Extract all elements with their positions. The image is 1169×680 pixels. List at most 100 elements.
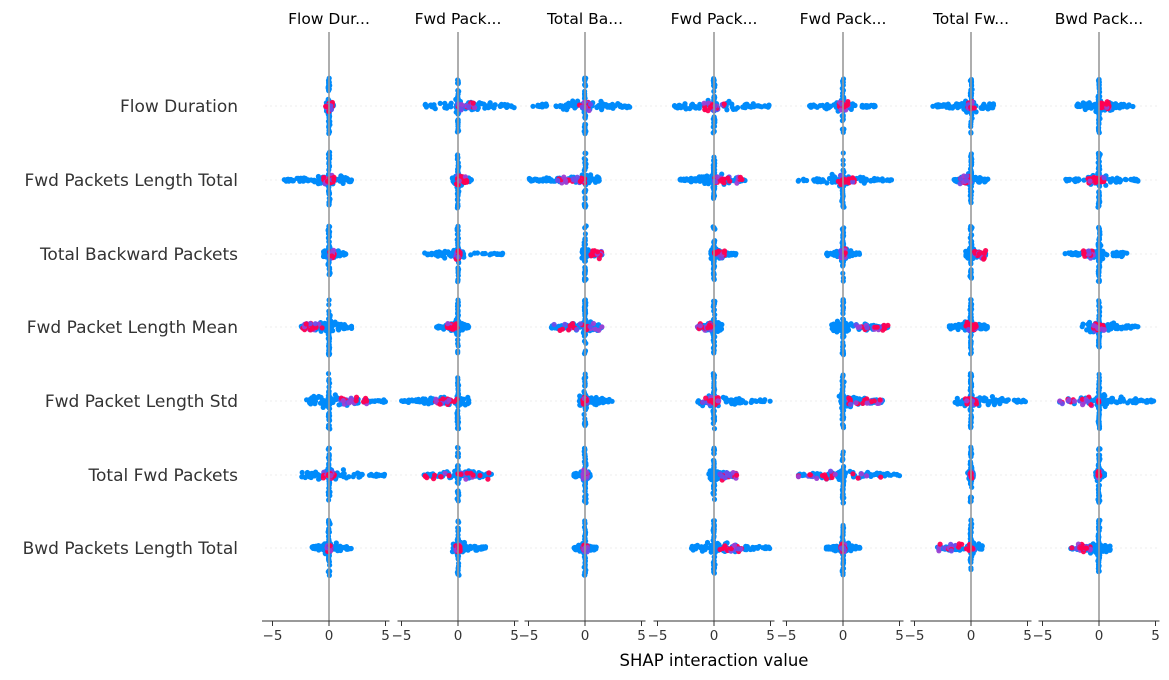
point (1086, 102, 1093, 108)
high-point (346, 400, 352, 406)
cell-r5-c1 (304, 371, 388, 432)
point (311, 177, 317, 183)
point (1063, 176, 1069, 182)
high-point (838, 181, 844, 188)
point (422, 101, 428, 107)
point (472, 250, 478, 256)
high-point (981, 250, 988, 256)
point (316, 175, 322, 181)
point (439, 324, 445, 330)
point (1015, 398, 1021, 405)
point (1113, 179, 1119, 185)
point (1074, 176, 1080, 182)
point (572, 105, 578, 111)
high-point (579, 104, 585, 110)
point (1115, 103, 1121, 109)
cell-r3-c7 (1062, 224, 1130, 285)
point (488, 251, 494, 257)
high-point (457, 106, 463, 112)
point (1124, 104, 1130, 110)
point (347, 179, 353, 185)
point (301, 175, 307, 181)
high-point (705, 325, 711, 331)
cell-r5-c5 (836, 372, 886, 431)
high-point (701, 100, 707, 106)
point (1071, 251, 1077, 257)
high-point (321, 174, 327, 181)
point (990, 105, 996, 111)
point (955, 324, 961, 330)
point (617, 102, 623, 108)
high-point (599, 324, 605, 330)
high-point (1101, 175, 1107, 181)
cell-r3-c2 (422, 223, 506, 285)
high-point (451, 323, 457, 329)
high-point (1087, 178, 1093, 184)
high-point (472, 105, 478, 111)
point (751, 104, 757, 110)
point (336, 327, 342, 333)
point (418, 398, 425, 404)
point (1123, 177, 1129, 183)
point (848, 321, 854, 327)
point (673, 104, 679, 110)
point (468, 252, 474, 258)
point (1106, 176, 1112, 183)
point (701, 174, 707, 180)
high-point (721, 249, 727, 255)
high-point (466, 104, 472, 110)
high-point (869, 399, 875, 405)
point (811, 177, 817, 183)
high-point (850, 179, 856, 185)
point (739, 398, 745, 404)
high-point (587, 324, 593, 330)
point (986, 105, 992, 111)
high-point (309, 326, 316, 332)
point (874, 177, 880, 183)
point (949, 324, 956, 330)
high-point (329, 253, 335, 259)
high-point (855, 324, 861, 330)
point (869, 177, 875, 183)
high-point (440, 396, 446, 402)
high-point (566, 327, 572, 333)
high-point (588, 253, 594, 259)
point (432, 106, 438, 112)
point (1081, 177, 1087, 183)
point (595, 177, 601, 183)
point (445, 249, 451, 255)
cell-r3-c4 (708, 224, 739, 283)
high-point (697, 323, 703, 329)
point (829, 251, 835, 257)
point (955, 401, 961, 407)
high-point (577, 321, 584, 327)
point (1108, 326, 1114, 332)
high-point (864, 400, 870, 406)
point (727, 252, 733, 258)
point (746, 104, 753, 110)
point (1120, 324, 1126, 330)
point (718, 324, 724, 330)
cell-r5-c3 (576, 371, 615, 429)
high-point (881, 324, 887, 330)
point (370, 398, 376, 404)
point (824, 251, 830, 257)
cell-r4-c3 (548, 297, 605, 357)
point (332, 392, 338, 398)
point (817, 103, 823, 109)
point (719, 171, 725, 177)
high-point (446, 397, 452, 403)
high-point (592, 326, 598, 332)
high-point (981, 256, 987, 262)
high-point (559, 326, 566, 332)
point (543, 101, 549, 107)
point (1086, 325, 1092, 332)
point (688, 176, 694, 182)
high-point (1086, 248, 1092, 254)
high-point (555, 177, 561, 184)
point (494, 251, 500, 257)
high-point (964, 322, 970, 328)
high-point (445, 321, 451, 327)
point (315, 394, 321, 400)
high-point (1099, 104, 1105, 111)
